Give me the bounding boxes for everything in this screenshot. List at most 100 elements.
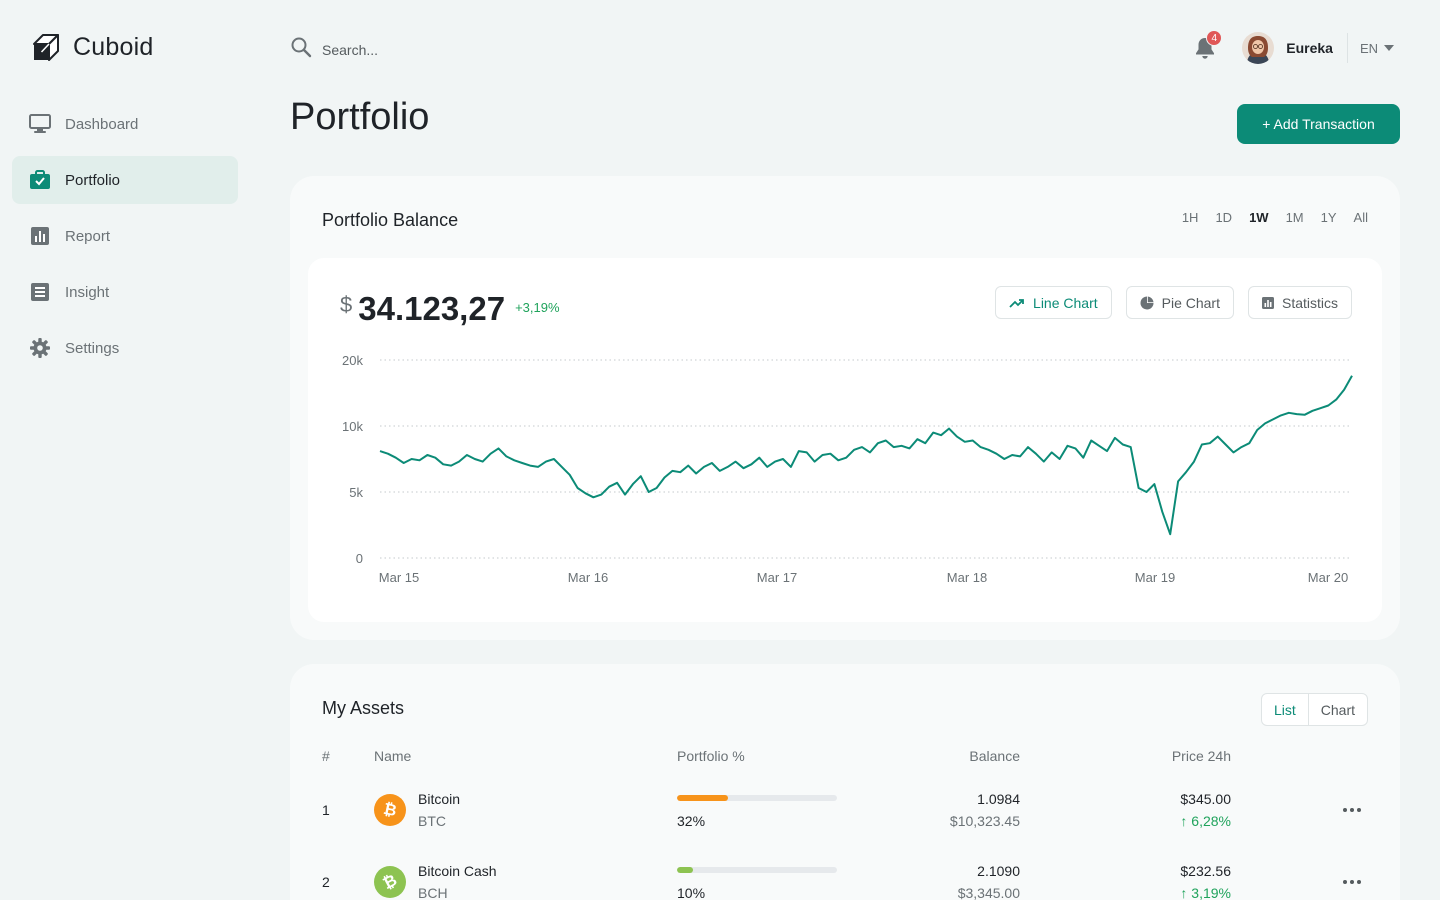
asset-price-change: ↑ 3,19% — [1101, 885, 1231, 900]
arrow-up-icon: ↑ — [1180, 885, 1188, 900]
svg-text:₿: ₿ — [380, 872, 400, 892]
svg-text:₿: ₿ — [382, 800, 399, 820]
asset-price: $345.00 — [1180, 791, 1231, 807]
sidebar-item-label: Dashboard — [65, 115, 139, 133]
balance-value: 34.123,27 — [358, 290, 506, 327]
arrow-up-icon: ↑ — [1180, 813, 1188, 829]
portfolio-balance-card: Portfolio Balance 1H 1D 1W 1M 1Y All 20k… — [290, 176, 1400, 640]
y-tick-label: 20k — [342, 353, 363, 368]
bar-chart-icon — [29, 225, 51, 247]
sidebar-item-label: Report — [65, 227, 111, 245]
sidebar-item-insight[interactable]: Insight — [12, 268, 238, 316]
sidebar-item-portfolio[interactable]: Portfolio — [12, 156, 238, 204]
line-chart-button[interactable]: Line Chart — [995, 286, 1112, 319]
bar-chart-icon — [1261, 296, 1274, 309]
chart-type-buttons: Line Chart Pie Chart Statistics — [995, 286, 1352, 319]
pie-chart-button[interactable]: Pie Chart — [1125, 286, 1234, 319]
column-header-price[interactable]: Price 24h — [1171, 748, 1231, 764]
balance-amount: $ 34.123,27 +3,19% — [340, 290, 560, 328]
sidebar-item-settings[interactable]: Settings — [12, 324, 238, 372]
more-options-button[interactable] — [1340, 802, 1364, 818]
asset-name: Bitcoin Cash — [418, 863, 497, 879]
y-tick-label: 0 — [356, 551, 363, 566]
bitcoin-icon: ₿ — [374, 794, 406, 826]
asset-rank: 1 — [322, 802, 330, 818]
asset-balance: 2.1090 — [977, 863, 1020, 879]
sidebar-item-label: Portfolio — [65, 171, 121, 189]
chart-panel: 20k 10k 5k 0 Mar 15 Mar 16 Mar 17 Mar 18 Mar 19 M… — [308, 258, 1382, 622]
range-1d[interactable]: 1D — [1215, 210, 1233, 225]
range-all[interactable]: All — [1353, 210, 1368, 225]
sidebar-item-label: Insight — [65, 283, 110, 301]
asset-balance-usd: $3,345.00 — [957, 885, 1020, 900]
trending-up-icon — [1009, 298, 1024, 308]
sidebar: Cuboid Dashboard Portfolio Report Insigh… — [0, 0, 250, 900]
statistics-button[interactable]: Statistics — [1247, 286, 1352, 319]
range-1h[interactable]: 1H — [1181, 210, 1199, 225]
column-header-name[interactable]: Name — [374, 748, 412, 764]
asset-price-change: ↑ 6,28% — [1101, 813, 1231, 829]
app-logo[interactable]: Cuboid — [33, 32, 153, 62]
topbar-actions: 4 Eureka EN — [1194, 30, 1394, 66]
asset-symbol: BTC — [418, 813, 446, 829]
button-label: Statistics — [1281, 294, 1338, 311]
button-label: Line Chart — [1033, 294, 1098, 311]
table-row[interactable]: 2 ₿ Bitcoin Cash BCH 10% 2.1090 $3,345.0… — [290, 852, 1400, 900]
x-tick-label: Mar 15 — [379, 570, 419, 585]
more-options-button[interactable] — [1340, 874, 1364, 890]
app-name: Cuboid — [73, 32, 154, 61]
y-tick-label: 10k — [342, 419, 363, 434]
asset-name: Bitcoin — [418, 791, 461, 807]
x-tick-label: Mar 17 — [757, 570, 797, 585]
asset-balance: 1.0984 — [977, 791, 1020, 807]
portfolio-percent: 10% — [677, 885, 706, 900]
list-icon — [29, 281, 51, 303]
portfolio-percent: 32% — [677, 813, 706, 829]
balance-line-chart: 20k 10k 5k 0 Mar 15 Mar 16 Mar 17 Mar 18 Mar 19 M… — [342, 353, 1353, 585]
notifications-button[interactable]: 4 — [1194, 30, 1223, 60]
search-input[interactable] — [322, 41, 522, 58]
button-label: Pie Chart — [1161, 294, 1220, 311]
search-icon[interactable] — [290, 36, 312, 63]
time-range-selector: 1H 1D 1W 1M 1Y All — [1182, 210, 1368, 225]
column-header-balance[interactable]: Balance — [969, 748, 1020, 764]
x-tick-label: Mar 16 — [568, 570, 608, 585]
view-chart-button[interactable]: Chart — [1307, 694, 1367, 725]
x-tick-label: Mar 20 — [1308, 570, 1348, 585]
card-title: My Assets — [322, 698, 405, 718]
bitcoin-cash-icon: ₿ — [374, 866, 406, 898]
range-1w[interactable]: 1W — [1249, 210, 1269, 225]
user-name[interactable]: Eureka — [1286, 40, 1333, 56]
notification-badge: 4 — [1206, 30, 1223, 46]
range-1y[interactable]: 1Y — [1320, 210, 1337, 225]
sidebar-item-report[interactable]: Report — [12, 212, 238, 260]
asset-rank: 2 — [322, 874, 330, 890]
avatar[interactable] — [1242, 32, 1275, 64]
view-list-button[interactable]: List — [1273, 701, 1296, 718]
sidebar-nav: Dashboard Portfolio Report Insight Setti… — [12, 100, 238, 380]
monitor-icon — [29, 113, 51, 135]
pie-chart-icon — [1140, 296, 1154, 309]
portfolio-bar-fill — [677, 795, 729, 801]
briefcase-check-icon — [29, 169, 51, 191]
x-tick-label: Mar 18 — [947, 570, 987, 585]
add-transaction-button[interactable]: + Add Transaction — [1237, 104, 1400, 144]
table-row[interactable]: 1 ₿ Bitcoin BTC 32% 1.0984 $10,323.45 $3… — [290, 780, 1400, 840]
range-1m[interactable]: 1M — [1285, 210, 1304, 225]
portfolio-bar — [677, 795, 837, 801]
y-tick-label: 5k — [349, 485, 363, 500]
sidebar-item-dashboard[interactable]: Dashboard — [12, 100, 238, 148]
balance-change: +3,19% — [515, 300, 560, 315]
card-title: Portfolio Balance — [322, 210, 459, 230]
price-change-value: 6,28% — [1191, 813, 1231, 829]
column-header-rank: # — [322, 748, 330, 764]
sidebar-item-label: Settings — [65, 339, 120, 357]
series-line — [379, 375, 1353, 536]
portfolio-bar — [677, 867, 837, 873]
page-title: Portfolio — [290, 96, 430, 138]
x-tick-label: Mar 19 — [1135, 570, 1175, 585]
view-toggle: List Chart — [1260, 693, 1368, 726]
gear-icon — [29, 337, 51, 359]
language-select[interactable]: EN — [1360, 41, 1394, 56]
column-header-portfolio[interactable]: Portfolio % — [677, 748, 745, 764]
